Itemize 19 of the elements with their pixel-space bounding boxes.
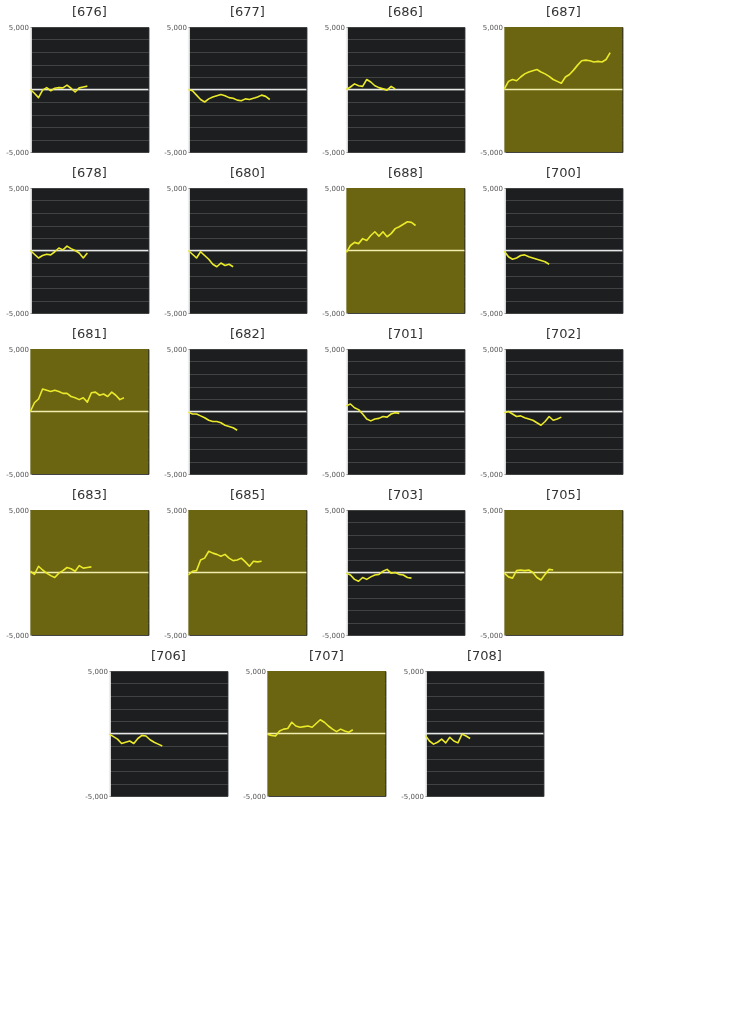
chart-title: [676] [71, 4, 107, 19]
chart-title: [680] [229, 165, 265, 180]
chart-title: [688] [387, 165, 423, 180]
chart-title: [706] [150, 648, 186, 663]
chart-title: [705] [545, 487, 581, 502]
chart-title: [686] [387, 4, 423, 19]
chart-title: [707] [308, 648, 344, 663]
chart-title: [682] [229, 326, 265, 341]
chart-title: [681] [71, 326, 107, 341]
chart-title: [700] [545, 165, 581, 180]
chart-title: [708] [466, 648, 502, 663]
chart-title: [678] [71, 165, 107, 180]
chart-title: [702] [545, 326, 581, 341]
chart-title: [677] [229, 4, 265, 19]
chart-title: [685] [229, 487, 265, 502]
chart-title: [687] [545, 4, 581, 19]
chart-title: [703] [387, 487, 423, 502]
chart-title: [701] [387, 326, 423, 341]
chart-title: [683] [71, 487, 107, 502]
